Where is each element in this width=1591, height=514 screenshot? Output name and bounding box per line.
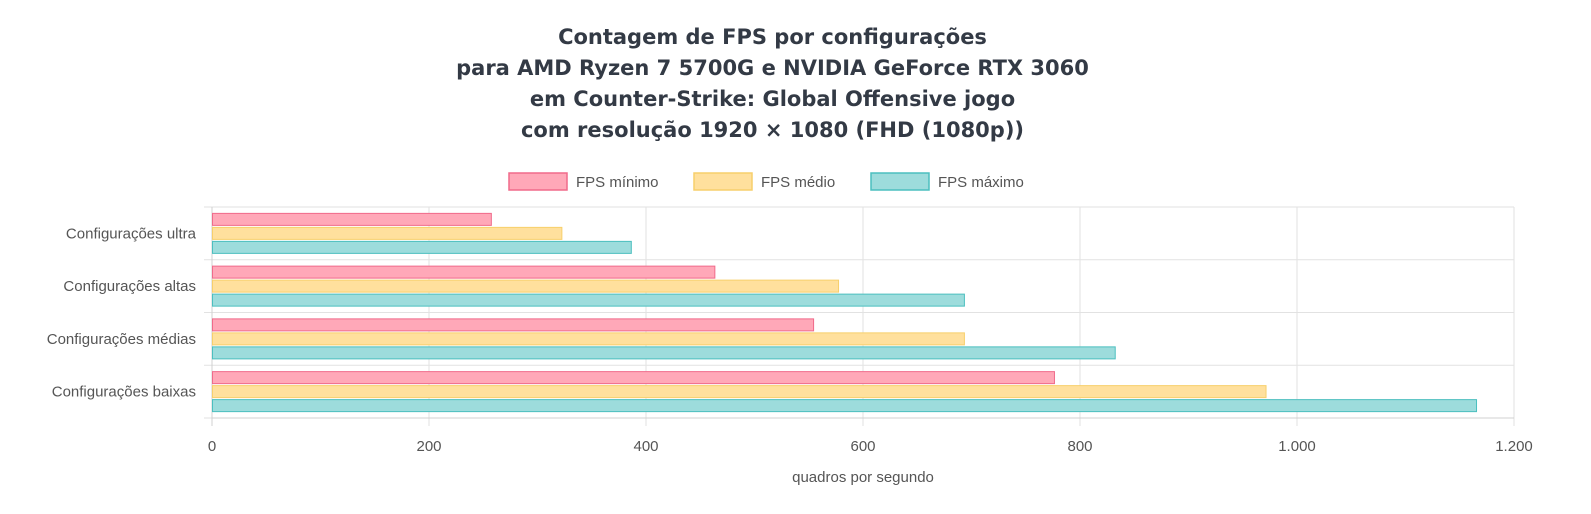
x-tick-label: 400: [633, 438, 658, 455]
legend-swatch: [693, 172, 753, 191]
bar-min: [212, 265, 716, 279]
legend-label: FPS médio: [761, 174, 835, 191]
legend-label: FPS máximo: [938, 174, 1024, 191]
x-axis-title: quadros por segundo: [792, 469, 934, 486]
title-line: para AMD Ryzen 7 5700G e NVIDIA GeForce …: [456, 56, 1089, 80]
title-line: Contagem de FPS por configurações: [558, 25, 987, 49]
bar-avg: [212, 279, 840, 293]
y-tick-label: Configurações altas: [63, 278, 196, 295]
bar-max: [212, 240, 632, 254]
y-tick-label: Configurações ultra: [66, 225, 197, 242]
bar-max: [212, 399, 1478, 413]
title-line: em Counter-Strike: Global Offensive jogo: [529, 87, 1016, 111]
x-tick-label: 600: [850, 438, 875, 455]
bar-max: [212, 293, 965, 307]
legend-swatch: [870, 172, 930, 191]
x-tick-label: 1.000: [1278, 438, 1316, 455]
x-tick-label: 200: [416, 438, 441, 455]
bar-avg: [212, 385, 1267, 399]
y-tick-label: Configurações médias: [47, 331, 196, 348]
bar-min: [212, 318, 815, 332]
bar-min: [212, 371, 1055, 385]
chart-title: Contagem de FPS por configurações para A…: [0, 22, 1545, 146]
bar-min: [212, 212, 492, 226]
x-tick-label: 0: [208, 438, 216, 455]
y-tick-label: Configurações baixas: [52, 384, 196, 401]
title-line: com resolução 1920 × 1080 (FHD (1080p)): [520, 118, 1025, 142]
x-tick-label: 1.200: [1495, 438, 1533, 455]
legend-swatch: [508, 172, 568, 191]
legend-label: FPS mínimo: [576, 174, 659, 191]
bar-max: [212, 346, 1116, 360]
bar-avg: [212, 226, 563, 240]
bar-avg: [212, 332, 965, 346]
x-tick-label: 800: [1067, 438, 1092, 455]
